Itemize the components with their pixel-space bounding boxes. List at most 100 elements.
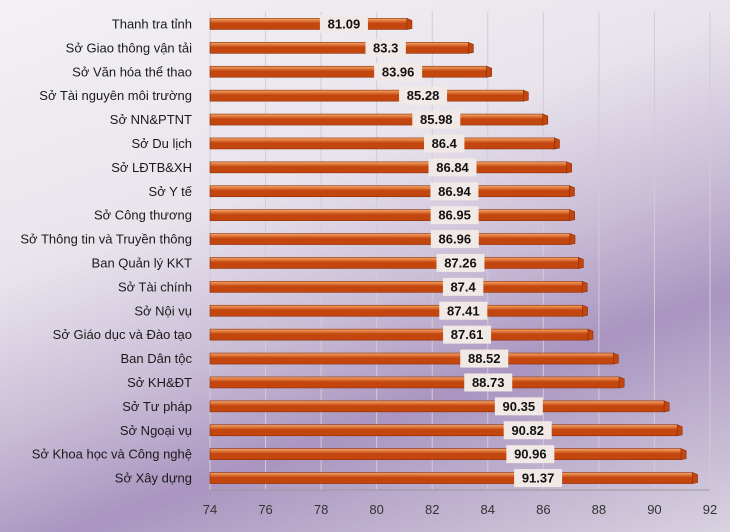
data-label-box-6 (428, 158, 477, 177)
category-label-9: Sở Thông tin và Truyền thông (20, 232, 192, 247)
x-tick-label-1: 76 (258, 502, 272, 517)
bar-cap-10 (578, 257, 584, 269)
category-label-2: Sở Văn hóa thể thao (72, 64, 192, 79)
category-label-0: Thanh tra tỉnh (112, 16, 192, 31)
data-label-box-19 (514, 469, 563, 488)
bar-cap-2 (486, 65, 492, 78)
data-label-0: 81.09 (328, 16, 361, 31)
bar-11 (209, 281, 583, 293)
data-labels: 81.09 83.3 83.96 85.28 85.98 86.4 86.84 86.94 86… (319, 14, 563, 488)
bar-cap-3 (523, 89, 529, 102)
bar-10 (209, 257, 579, 269)
bar-cap-11 (581, 280, 588, 293)
bar-cap-19 (692, 472, 698, 484)
x-tick-label-2: 78 (314, 502, 328, 517)
data-label-box-1 (365, 38, 406, 57)
data-label-10: 87.26 (444, 255, 477, 270)
data-label-13: 87.61 (451, 327, 484, 342)
x-axis: 74 76 78 80 82 84 86 88 90 92 (203, 502, 717, 517)
bar-cap-7 (569, 185, 575, 198)
data-label-19: 91.37 (522, 471, 555, 486)
category-label-3: Sở Tài nguyên môi trường (39, 88, 192, 103)
data-label-box-2 (374, 62, 423, 81)
data-label-14: 88.52 (468, 351, 501, 366)
data-label-18: 90.96 (514, 447, 547, 462)
category-label-15: Sở KH&ĐT (127, 375, 192, 390)
data-label-box-14 (460, 349, 509, 368)
data-label-11: 87.4 (450, 279, 476, 294)
data-label-5: 86.4 (432, 136, 458, 151)
data-label-box-7 (430, 182, 479, 201)
x-tick-label-6: 86 (536, 502, 550, 517)
bar-7 (209, 185, 570, 198)
data-label-12: 87.41 (447, 303, 480, 318)
bar-cap-13 (587, 328, 594, 341)
data-label-box-3 (399, 86, 448, 105)
data-label-box-12 (439, 301, 488, 320)
bar-9 (209, 233, 571, 245)
bar-cap-6 (566, 161, 572, 174)
gridlines (209, 12, 711, 491)
data-label-2: 83.96 (382, 64, 415, 79)
x-tick-label-0: 74 (203, 502, 217, 517)
data-label-15: 88.73 (472, 375, 505, 390)
bar-17 (209, 424, 678, 437)
data-label-16: 90.35 (503, 399, 536, 414)
category-label-19: Sở Xây dựng (115, 471, 192, 486)
data-label-box-10 (436, 253, 485, 272)
bar-cap-12 (582, 304, 588, 317)
category-label-8: Sở Công thương (94, 208, 192, 223)
bar-cap-15 (618, 376, 625, 389)
bar-6 (209, 161, 567, 174)
data-label-box-8 (430, 206, 479, 225)
bar-cap-9 (569, 233, 576, 245)
data-label-box-4 (412, 110, 461, 129)
bar-cap-5 (554, 137, 560, 150)
data-label-8: 86.95 (438, 208, 471, 223)
data-label-box-9 (430, 230, 479, 249)
bar-13 (209, 328, 589, 341)
bar-2 (209, 65, 487, 78)
data-label-box-5 (424, 134, 465, 153)
bar-18 (209, 448, 682, 460)
bar-5 (209, 137, 555, 150)
data-label-7: 86.94 (438, 184, 471, 199)
bar-4 (209, 113, 544, 126)
category-label-14: Ban Dân tộc (120, 351, 192, 366)
category-label-13: Sở Giáo dục và Đào tạo (53, 327, 192, 342)
bars (209, 18, 698, 484)
data-label-4: 85.98 (420, 112, 453, 127)
category-labels: Thanh tra tỉnh Sở Giao thông vận tải Sở Vă… (20, 16, 192, 485)
bar-14 (209, 352, 614, 365)
category-label-11: Sở Tài chính (118, 279, 192, 294)
category-label-18: Sở Khoa học và Công nghệ (32, 447, 192, 462)
data-label-box-15 (464, 373, 513, 392)
bar-3 (209, 89, 524, 102)
data-label-box-18 (506, 445, 555, 464)
bar-16 (209, 400, 665, 413)
bar-1 (209, 42, 469, 54)
category-label-7: Sở Y tế (149, 184, 193, 199)
bar-cap-8 (569, 209, 576, 222)
x-tick-label-8: 90 (647, 502, 661, 517)
category-label-5: Sở Du lịch (131, 136, 192, 151)
category-label-10: Ban Quản lý KKT (92, 255, 192, 270)
category-label-1: Sở Giao thông vận tải (66, 40, 192, 55)
x-tick-label-5: 84 (481, 502, 495, 517)
bar-19 (209, 472, 693, 484)
category-label-6: Sở LĐTB&XH (111, 160, 192, 175)
bar-cap-1 (468, 41, 474, 54)
bar-8 (209, 209, 571, 221)
bar-cap-0 (406, 18, 413, 30)
data-label-3: 85.28 (407, 88, 440, 103)
x-tick-label-4: 82 (425, 502, 439, 517)
x-tick-label-7: 88 (592, 502, 606, 517)
bar-12 (209, 304, 583, 317)
data-label-box-13 (443, 325, 492, 344)
bar-cap-14 (613, 352, 619, 365)
data-label-box-0 (319, 14, 368, 33)
data-label-6: 86.84 (436, 160, 469, 175)
data-label-1: 83.3 (373, 40, 398, 55)
data-label-box-11 (442, 277, 484, 296)
data-label-box-16 (494, 397, 543, 416)
